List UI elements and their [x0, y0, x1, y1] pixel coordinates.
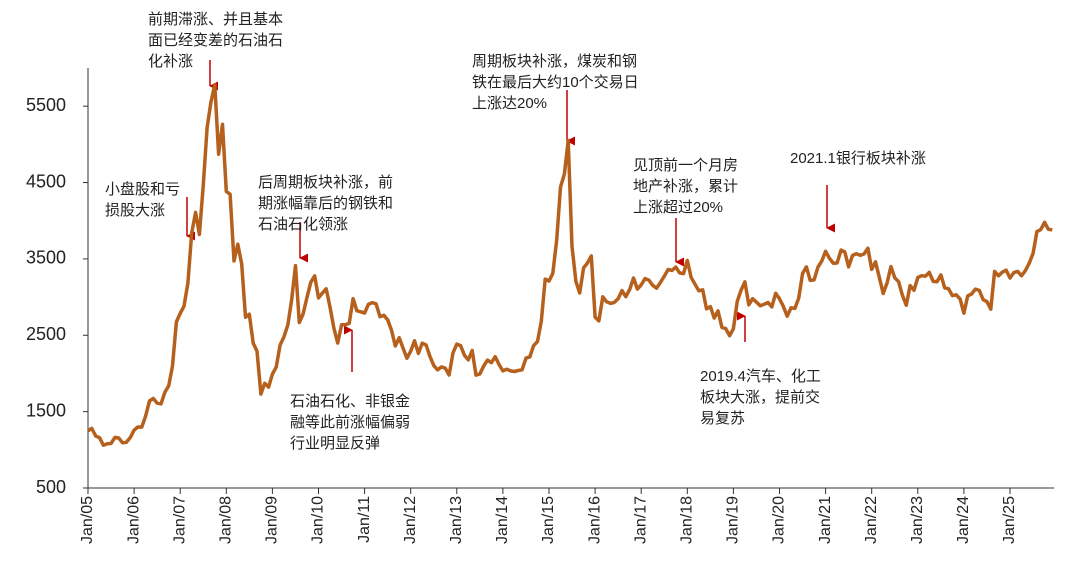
x-tick-label: Jan/23: [909, 496, 926, 544]
x-tick-label: Jan/07: [171, 496, 188, 544]
annotation-text: 上涨达20%: [472, 95, 547, 112]
annotation-text: 石油石化领涨: [258, 216, 348, 233]
annotation-text: 行业明显反弹: [290, 435, 380, 452]
annotation-text: 石油石化、非银金: [290, 393, 410, 410]
x-tick-label: Jan/18: [679, 496, 696, 544]
annotation-text: 周期板块补涨，煤炭和钢: [472, 52, 637, 70]
x-tick-label: Jan/20: [771, 496, 788, 544]
annotation-text: 板块大涨，提前交: [700, 388, 820, 406]
x-tick-label: Jan/17: [632, 496, 649, 544]
x-tick-label: Jan/19: [725, 496, 742, 544]
annotation-text: 面已经变差的石油石: [148, 32, 283, 49]
x-tick-label: Jan/16: [586, 496, 603, 544]
annotation-text: 易复苏: [700, 409, 745, 427]
x-tick-label: Jan/11: [356, 496, 373, 543]
x-tick-label: Jan/09: [264, 496, 281, 544]
annotation-text: 后周期板块补涨，前: [258, 173, 393, 191]
x-tick-label: Jan/24: [955, 496, 972, 544]
x-tick-label: Jan/06: [125, 496, 142, 544]
y-tick-label: 500: [36, 477, 66, 497]
annotation-text: 地产补涨，累计: [633, 178, 738, 195]
x-tick-label: Jan/08: [218, 496, 235, 544]
annotation-text: 融等此前涨幅偏弱: [290, 413, 410, 431]
arrows: [186, 60, 836, 372]
y-tick-label: 1500: [26, 400, 66, 420]
annotation-text: 2021.1银行板块补涨: [790, 149, 926, 167]
y-tick-label: 4500: [26, 171, 66, 191]
annotation-text: 见顶前一个月房: [633, 157, 738, 174]
annotation-text: 2019.4汽车、化工: [700, 368, 821, 385]
annotation-text: 期涨幅靠后的钢铁和: [258, 195, 393, 212]
x-tick-label: Jan/12: [402, 496, 419, 544]
annotation-text: 小盘股和亏: [105, 180, 180, 198]
x-tick-label: Jan/15: [540, 496, 557, 544]
x-tick-label: Jan/21: [817, 496, 834, 544]
annotation-text: 上涨超过20%: [633, 199, 723, 216]
annotation-text: 损股大涨: [105, 202, 165, 219]
y-tick-label: 2500: [26, 324, 66, 344]
x-tick-label: Jan/14: [494, 496, 511, 544]
x-tick-label: Jan/25: [1001, 496, 1018, 544]
y-tick-label: 3500: [26, 248, 66, 268]
x-tick-label: Jan/05: [79, 496, 96, 544]
series-line: [87, 83, 1053, 447]
x-tick-label: Jan/22: [863, 496, 880, 544]
x-tick-label: Jan/10: [310, 496, 327, 544]
annotation-text: 化补涨: [148, 53, 193, 70]
annotation-text: 铁在最后大约10个交易日: [472, 73, 639, 91]
y-tick-label: 5500: [26, 95, 66, 115]
x-tick-label: Jan/13: [448, 496, 465, 544]
annotation-text: 前期滞涨、并且基本: [148, 11, 283, 28]
